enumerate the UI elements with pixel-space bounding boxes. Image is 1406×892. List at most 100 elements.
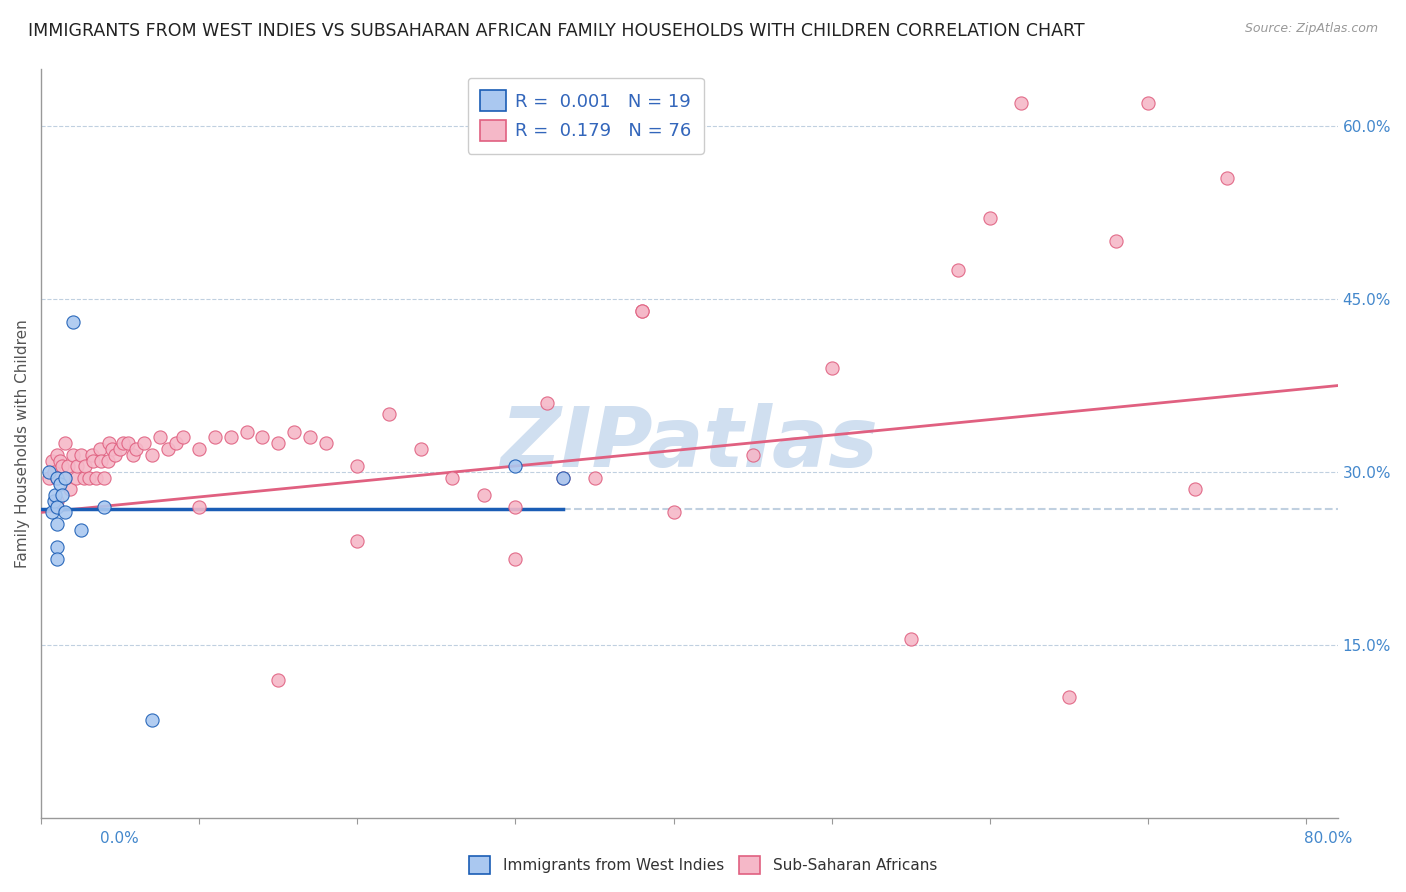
- Point: [378, 408, 401, 422]
- Point: [409, 442, 432, 456]
- Point: [96, 453, 118, 467]
- Point: [505, 500, 527, 514]
- Point: [45, 540, 67, 554]
- Point: [101, 442, 124, 456]
- Text: IMMIGRANTS FROM WEST INDIES VS SUBSAHARAN AFRICAN FAMILY HOUSEHOLDS WITH CHILDRE: IMMIGRANTS FROM WEST INDIES VS SUBSAHARA…: [28, 22, 1085, 40]
- Y-axis label: Family Households with Children: Family Households with Children: [15, 318, 30, 567]
- Point: [41, 505, 63, 519]
- Point: [49, 476, 72, 491]
- Point: [141, 448, 163, 462]
- Legend: Immigrants from West Indies, Sub-Saharan Africans: Immigrants from West Indies, Sub-Saharan…: [463, 850, 943, 880]
- Point: [346, 534, 368, 549]
- Point: [53, 471, 76, 485]
- Point: [45, 471, 67, 485]
- Point: [741, 448, 763, 462]
- Point: [979, 211, 1001, 226]
- Point: [1216, 171, 1239, 186]
- Point: [117, 436, 139, 450]
- Point: [65, 471, 87, 485]
- Point: [315, 436, 337, 450]
- Point: [73, 471, 96, 485]
- Point: [631, 303, 654, 318]
- Point: [188, 500, 211, 514]
- Point: [49, 453, 72, 467]
- Point: [41, 453, 63, 467]
- Point: [62, 448, 84, 462]
- Point: [66, 459, 89, 474]
- Point: [1184, 483, 1206, 497]
- Point: [235, 425, 257, 439]
- Point: [58, 483, 80, 497]
- Text: 0.0%: 0.0%: [100, 831, 139, 846]
- Point: [80, 448, 103, 462]
- Point: [1136, 96, 1159, 111]
- Point: [631, 303, 654, 318]
- Point: [141, 713, 163, 727]
- Point: [1105, 235, 1128, 249]
- Point: [551, 471, 574, 485]
- Point: [82, 453, 104, 467]
- Point: [219, 430, 242, 444]
- Point: [346, 459, 368, 474]
- Point: [42, 494, 65, 508]
- Point: [298, 430, 321, 444]
- Point: [551, 471, 574, 485]
- Point: [121, 448, 143, 462]
- Point: [89, 442, 111, 456]
- Point: [77, 471, 100, 485]
- Point: [51, 459, 73, 474]
- Point: [62, 315, 84, 329]
- Point: [188, 442, 211, 456]
- Point: [252, 430, 274, 444]
- Point: [75, 459, 97, 474]
- Point: [821, 361, 844, 376]
- Point: [165, 436, 187, 450]
- Point: [132, 436, 155, 450]
- Point: [125, 442, 148, 456]
- Point: [172, 430, 194, 444]
- Point: [900, 632, 922, 647]
- Point: [42, 465, 65, 479]
- Point: [38, 471, 60, 485]
- Point: [45, 500, 67, 514]
- Point: [53, 505, 76, 519]
- Point: [93, 471, 115, 485]
- Point: [45, 494, 67, 508]
- Legend: R =  0.001   N = 19, R =  0.179   N = 76: R = 0.001 N = 19, R = 0.179 N = 76: [468, 78, 703, 153]
- Point: [53, 471, 76, 485]
- Point: [1057, 690, 1080, 704]
- Point: [45, 551, 67, 566]
- Point: [149, 430, 172, 444]
- Point: [283, 425, 305, 439]
- Point: [505, 551, 527, 566]
- Point: [44, 488, 66, 502]
- Point: [53, 436, 76, 450]
- Point: [536, 396, 558, 410]
- Point: [662, 505, 685, 519]
- Point: [472, 488, 495, 502]
- Point: [156, 442, 179, 456]
- Point: [267, 673, 290, 687]
- Point: [86, 471, 108, 485]
- Point: [45, 516, 67, 531]
- Point: [93, 500, 115, 514]
- Point: [583, 471, 606, 485]
- Point: [946, 263, 969, 277]
- Text: 80.0%: 80.0%: [1305, 831, 1353, 846]
- Point: [45, 471, 67, 485]
- Point: [56, 459, 79, 474]
- Point: [45, 448, 67, 462]
- Point: [1010, 96, 1032, 111]
- Point: [38, 465, 60, 479]
- Point: [441, 471, 464, 485]
- Point: [505, 459, 527, 474]
- Point: [104, 448, 127, 462]
- Point: [51, 488, 73, 502]
- Point: [112, 436, 135, 450]
- Text: Source: ZipAtlas.com: Source: ZipAtlas.com: [1244, 22, 1378, 36]
- Point: [98, 436, 121, 450]
- Point: [69, 448, 91, 462]
- Point: [69, 523, 91, 537]
- Point: [90, 453, 112, 467]
- Point: [267, 436, 290, 450]
